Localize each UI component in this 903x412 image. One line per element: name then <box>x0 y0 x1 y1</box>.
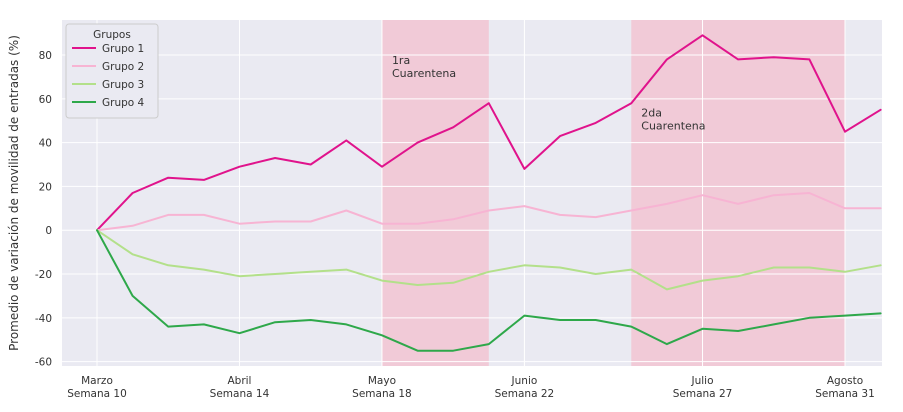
legend-label-grupo-2: Grupo 2 <box>102 61 144 73</box>
annotation-cuarentena-2: Cuarentena <box>641 119 705 132</box>
x-tick-label: Semana 27 <box>673 388 733 400</box>
legend-label-grupo-3: Grupo 3 <box>102 79 144 91</box>
y-tick-label: 0 <box>45 225 52 237</box>
y-tick-label: 20 <box>39 181 52 193</box>
x-tick-label: Mayo <box>368 375 396 387</box>
series-line-grupo-1 <box>96 34 882 232</box>
legend-label-grupo-1: Grupo 1 <box>102 43 144 55</box>
legend: Grupos Grupo 1 Grupo 2 Grupo 3 Grupo 4 <box>65 23 159 119</box>
y-tick-label: -20 <box>35 269 52 281</box>
x-tick-label: Agosto <box>827 375 863 387</box>
annotation-cuarentena-1: Cuarentena <box>392 67 456 80</box>
x-tick-label: Abril <box>227 375 251 387</box>
x-tick-label: Semana 18 <box>352 388 412 400</box>
x-tick-label: Semana 22 <box>495 388 555 400</box>
y-axis-label: Promedio de variación de movilidad de en… <box>7 35 21 351</box>
x-tick-label: Junio <box>511 375 538 387</box>
shaded-region-2 <box>631 20 845 366</box>
annotation-cuarentena-1: 1ra <box>392 54 410 67</box>
y-tick-label: 40 <box>39 138 52 150</box>
shaded-region-1 <box>381 20 489 366</box>
x-tick-label: Semana 31 <box>815 388 875 400</box>
y-tick-label: -60 <box>35 357 52 369</box>
series-line-grupo-4 <box>96 229 882 352</box>
y-axis-ticks: -60 -40 -20 0 20 40 60 80 <box>35 50 52 369</box>
legend-title: Grupos <box>93 29 131 41</box>
y-tick-label: -40 <box>35 313 52 325</box>
y-tick-label: 60 <box>39 94 52 106</box>
gridlines <box>62 20 882 366</box>
series-line-grupo-3 <box>96 229 882 291</box>
series-line-grupo-2 <box>96 192 882 232</box>
series-lines <box>96 34 882 352</box>
annotation-cuarentena-2: 2da <box>641 106 662 119</box>
legend-label-grupo-4: Grupo 4 <box>102 97 145 109</box>
x-tick-label: Julio <box>691 375 714 387</box>
x-tick-label: Semana 14 <box>210 388 270 400</box>
y-tick-label: 80 <box>39 50 52 62</box>
x-tick-label: Semana 10 <box>67 388 127 400</box>
x-tick-label: Marzo <box>81 375 113 387</box>
